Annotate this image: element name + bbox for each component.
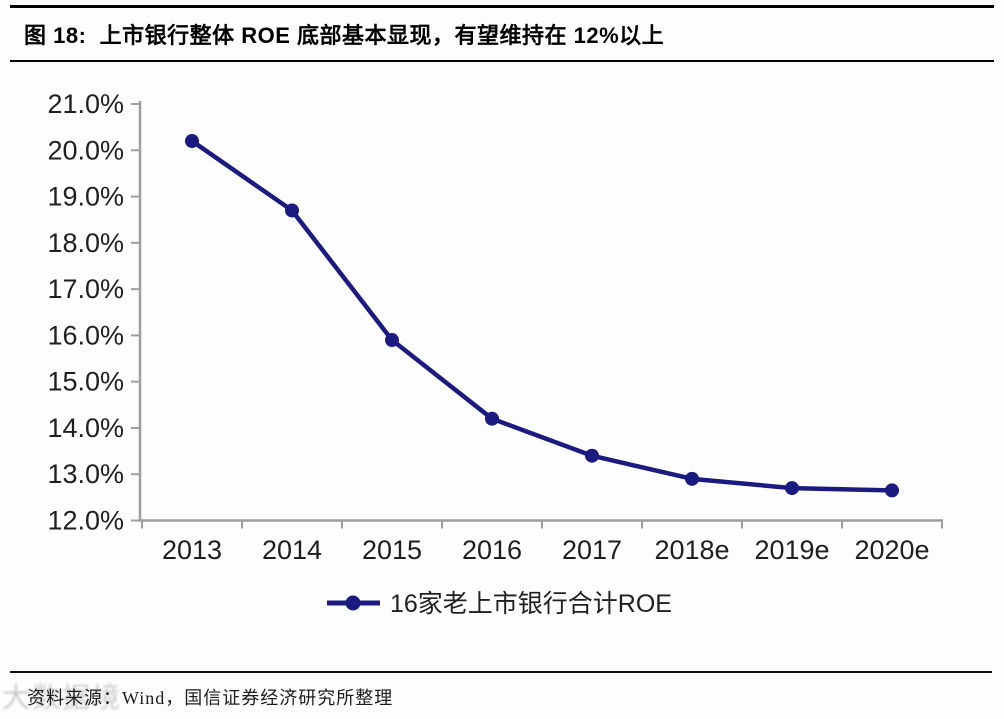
data-point-marker	[885, 483, 899, 498]
y-tick-label: 16.0%	[47, 320, 124, 350]
y-tick-label: 15.0%	[47, 367, 124, 397]
y-tick-label: 18.0%	[47, 228, 124, 258]
data-point-marker	[485, 411, 499, 426]
y-tick-label: 17.0%	[47, 274, 124, 304]
data-point-marker	[385, 333, 399, 348]
title-divider	[10, 60, 994, 62]
legend-marker	[345, 595, 361, 611]
x-tick-label: 2018e	[654, 535, 729, 565]
y-tick-label: 20.0%	[47, 135, 124, 165]
y-tick-label: 19.0%	[47, 182, 124, 212]
x-tick-label: 2016	[462, 535, 522, 565]
x-tick-label: 2019e	[754, 535, 829, 565]
y-tick-label: 12.0%	[47, 506, 124, 536]
y-tick-label: 21.0%	[47, 89, 124, 119]
data-point-marker	[685, 471, 699, 486]
x-tick-label: 2014	[262, 535, 322, 565]
x-tick-label: 2020e	[854, 535, 929, 565]
data-point-marker	[185, 134, 199, 149]
source-note: 资料来源：Wind，国信证券经济研究所整理	[27, 688, 394, 708]
footer-divider	[10, 671, 992, 673]
y-tick-label: 14.0%	[47, 413, 124, 443]
data-point-marker	[585, 448, 599, 463]
top-divider	[10, 5, 994, 8]
x-tick-label: 2013	[162, 535, 222, 565]
roe-line-chart: 12.0% 13.0% 14.0% 15.0% 16.0% 17.0% 18.0% 19.0%…	[47, 89, 943, 618]
x-tick-label: 2017	[562, 535, 622, 565]
y-tick-label: 13.0%	[47, 459, 124, 489]
figure-title: 图 18: 上市银行整体 ROE 底部基本显现，有望维持在 12%以上	[24, 23, 665, 48]
data-point-marker	[285, 203, 299, 218]
data-point-marker	[785, 481, 799, 496]
x-tick-label: 2015	[362, 535, 422, 565]
series-line	[190, 139, 893, 493]
legend-label: 16家老上市银行合计ROE	[390, 590, 672, 618]
